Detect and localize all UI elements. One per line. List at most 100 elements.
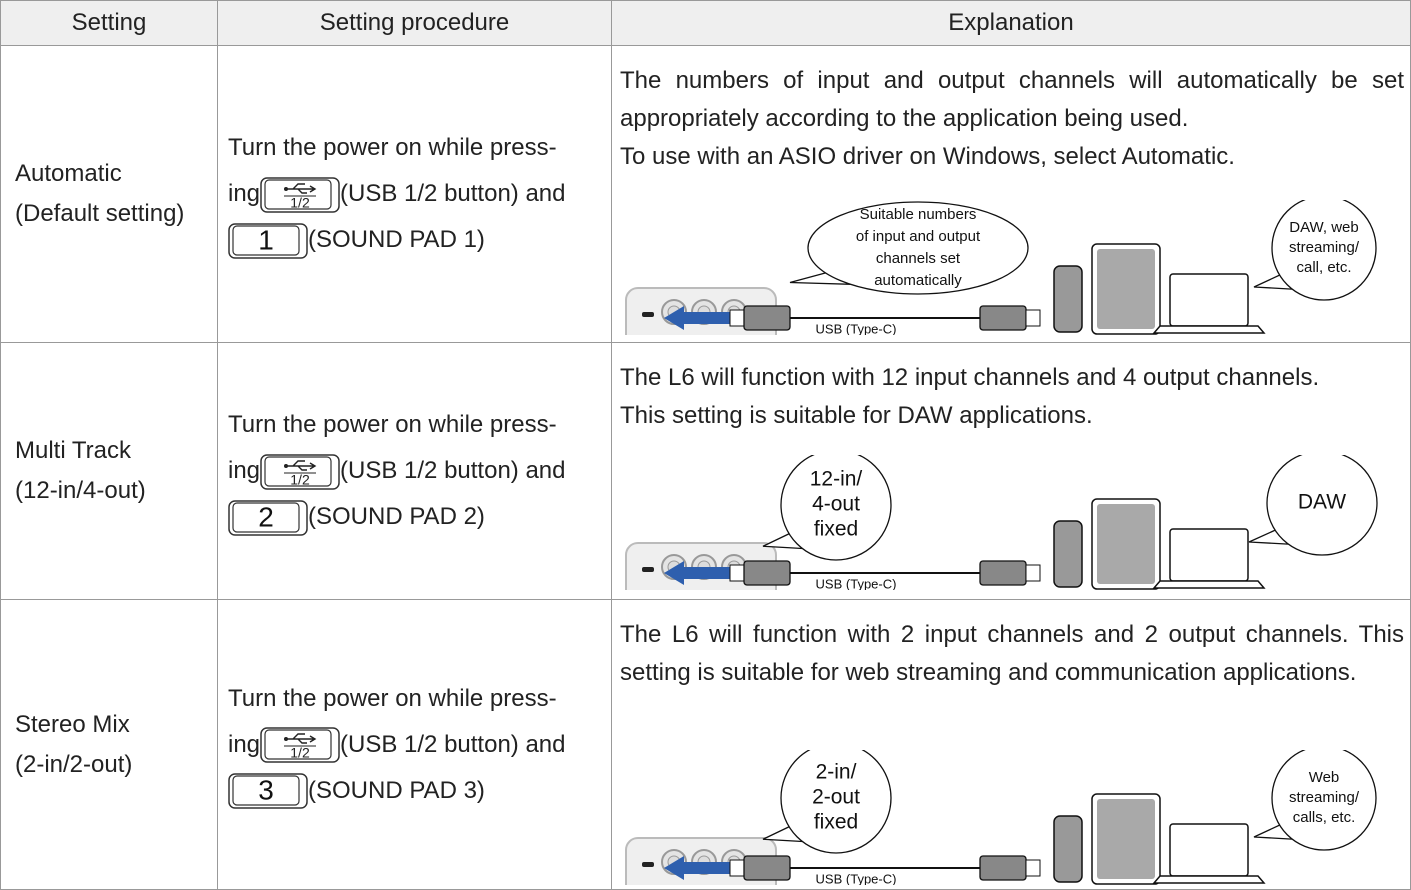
bubble: [780, 750, 892, 854]
procedure-line: ing 1/2 (USB 1/2 button) and: [228, 448, 611, 494]
setting-text: (Default setting): [15, 200, 185, 227]
explanation-text: The L6 will function with 2 input channe…: [620, 621, 1404, 686]
procedure-text: ing: [228, 457, 261, 484]
bubble: [780, 455, 892, 561]
usb-symbol: [286, 182, 317, 194]
tail-cover: [1288, 270, 1302, 289]
usb-dot: [284, 463, 289, 468]
setting-text: Automatic: [15, 160, 122, 187]
button-inner: [264, 179, 332, 210]
laptop-screen: [1169, 273, 1249, 327]
cable-label: USB (Type-C): [816, 576, 897, 590]
insert-arrow: [664, 561, 730, 585]
tablet-screen: [1097, 249, 1155, 329]
bubble: [1271, 200, 1377, 301]
bubble-text: Suitable numbers: [860, 206, 977, 223]
procedure-text: Turn the power on while press-: [228, 411, 557, 438]
pad-inner: [232, 225, 300, 256]
bubble: [1266, 455, 1378, 556]
setting-cell: Stereo Mix (2-in/2-out): [0, 600, 218, 890]
header-cell: Setting: [0, 0, 218, 46]
sound-pad-icon: 2: [228, 499, 308, 536]
plug: [743, 855, 791, 881]
bubble-text: 12-in/: [810, 468, 863, 491]
cable-label: USB (Type-C): [816, 321, 897, 335]
procedure-cell: Turn the power on while press-ing 1/2 (USB…: [218, 600, 612, 890]
procedure-text: ing: [228, 180, 261, 207]
tablet-screen: [1097, 799, 1155, 879]
plug-tip: [1025, 564, 1041, 582]
button-inner: [264, 456, 332, 487]
pad-number: 2: [258, 501, 274, 532]
plug-tip: [729, 564, 745, 582]
button-label: 1/2: [290, 745, 310, 761]
bubble: [807, 201, 1029, 295]
setting-cell: Multi Track (12-in/4-out): [0, 343, 218, 600]
pad-outline: [228, 773, 308, 809]
phone: [1053, 815, 1083, 883]
usb-symbol: [286, 459, 317, 471]
setting-text: (12-in/4-out): [15, 477, 146, 504]
bubble-text: streaming/: [1289, 239, 1360, 256]
plug-tip: [729, 309, 745, 327]
tail-cover: [842, 267, 870, 285]
procedure-text: (SOUND PAD 3): [308, 776, 485, 804]
bubble-text: DAW, web: [1289, 219, 1358, 236]
bubble-text: Web: [1309, 769, 1340, 786]
pad-outline: [228, 499, 308, 536]
procedure-text: (USB 1/2 button) and: [340, 457, 566, 484]
procedure-text: Turn the power on while press-: [228, 684, 557, 712]
bubble-text: streaming/: [1289, 789, 1360, 806]
pad-number: 1: [258, 224, 274, 255]
procedure-line: 1 (SOUND PAD 1): [228, 217, 611, 263]
procedure-text: (SOUND PAD 1): [308, 226, 485, 253]
procedure-text: (USB 1/2 button) and: [340, 730, 566, 758]
explanation-text: The L6 will function with 12 input chann…: [620, 364, 1320, 391]
tablet-screen: [1097, 504, 1155, 584]
button-label: 1/2: [290, 471, 310, 487]
procedure-text: (USB 1/2 button) and: [340, 180, 566, 207]
header-text: Explanation: [948, 9, 1074, 36]
bubble-text: channels set: [876, 250, 961, 267]
explanation-text: This setting is suitable for DAW applica…: [620, 402, 1093, 429]
tail-cover: [1284, 525, 1299, 544]
plug-tip: [1025, 309, 1041, 327]
phone: [1053, 520, 1083, 588]
plug: [743, 305, 791, 331]
bubble-text: calls, etc.: [1293, 809, 1356, 826]
explanation-cell: The L6 will function with 12 input chann…: [612, 343, 1411, 600]
setting-text: Multi Track: [15, 437, 132, 464]
bubble-text: DAW: [1298, 491, 1346, 514]
device-port: [642, 312, 654, 317]
procedure-line: 3 (SOUND PAD 3): [228, 768, 611, 814]
setting-text: Stereo Mix: [15, 710, 130, 738]
procedure-line: ing 1/2 (USB 1/2 button) and: [228, 171, 611, 217]
setting-text: (2-in/2-out): [15, 750, 133, 778]
bubble-text: call, etc.: [1296, 259, 1351, 276]
laptop-base: [1152, 580, 1266, 589]
button-outline: [260, 176, 340, 213]
header-text: Setting procedure: [319, 9, 510, 36]
procedure-text: (SOUND PAD 2): [308, 503, 485, 530]
cable-label: USB (Type-C): [816, 871, 897, 885]
device-port: [642, 862, 654, 867]
bubble: [1271, 750, 1377, 851]
sound-pad-icon: 1: [228, 222, 308, 259]
usb-button-icon: 1/2: [260, 453, 340, 490]
insert-arrow: [664, 306, 730, 330]
insert-arrow: [664, 856, 730, 880]
explanation-cell: The L6 will function with 2 input channe…: [612, 600, 1411, 890]
procedure-text: ing: [228, 730, 261, 758]
header-cell: Setting procedure: [218, 0, 612, 46]
button-outline: [260, 453, 340, 490]
plug: [979, 560, 1027, 586]
laptop-screen: [1169, 528, 1249, 582]
tail-cover: [1288, 820, 1302, 839]
laptop-base: [1152, 875, 1266, 884]
tail-cover: [798, 821, 813, 841]
pad-inner: [232, 502, 300, 533]
usb-symbol: [286, 733, 317, 744]
device-port: [642, 567, 654, 572]
